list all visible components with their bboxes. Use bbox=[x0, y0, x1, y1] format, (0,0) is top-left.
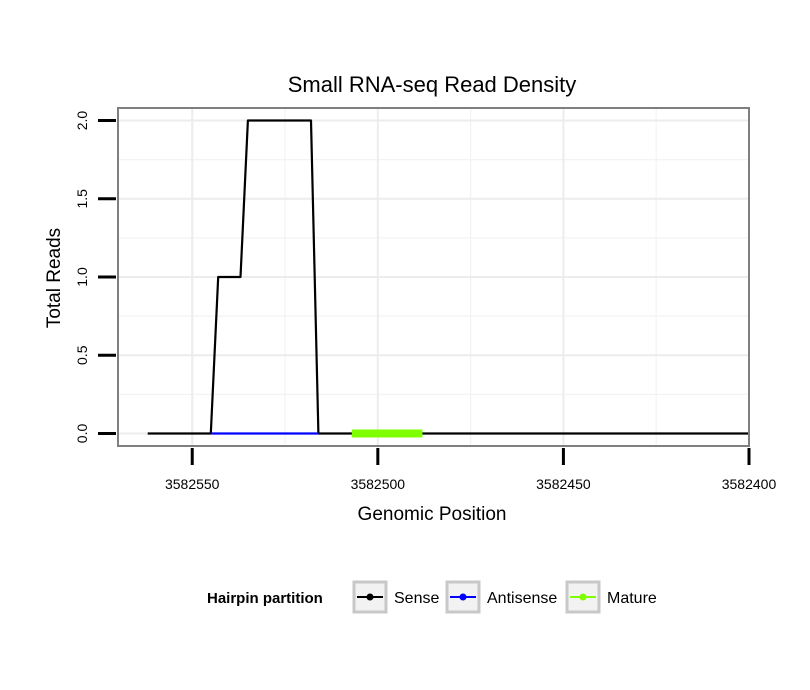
plot-panel bbox=[117, 107, 750, 447]
x-tick-label: 3582400 bbox=[722, 476, 777, 492]
x-tick-label: 3582450 bbox=[536, 476, 591, 492]
x-axis-label: Genomic Position bbox=[358, 504, 507, 525]
y-tick-label: 0.5 bbox=[74, 345, 90, 365]
legend-label: Sense bbox=[394, 590, 439, 607]
legend-item-sense: Sense bbox=[352, 580, 439, 614]
chart-title: Small RNA-seq Read Density bbox=[288, 72, 577, 97]
legend-label: Antisense bbox=[487, 590, 557, 607]
y-tick-label: 2.0 bbox=[74, 111, 90, 131]
legend-item-mature: Mature bbox=[565, 580, 657, 614]
y-tick-label: 1.5 bbox=[74, 189, 90, 209]
x-tick-label: 3582500 bbox=[351, 476, 406, 492]
series-layer bbox=[147, 119, 749, 438]
x-tick-label: 3582550 bbox=[165, 476, 220, 492]
y-axis-label: Total Reads bbox=[44, 228, 65, 328]
legend-item-antisense: Antisense bbox=[445, 580, 557, 614]
x-axis: 3582550 3582500 3582450 3582400 bbox=[165, 448, 776, 492]
plot-border bbox=[117, 107, 750, 447]
legend-key-point bbox=[459, 593, 467, 601]
legend-key-point bbox=[366, 593, 374, 601]
legend-items: Sense Antisense Mature bbox=[352, 580, 657, 614]
legend-key-point bbox=[579, 593, 587, 601]
legend-label: Mature bbox=[607, 590, 657, 607]
legend: Hairpin partition Sense Antisense Mature bbox=[207, 580, 657, 614]
series-line-sense bbox=[147, 119, 749, 435]
legend-title: Hairpin partition bbox=[207, 590, 323, 607]
y-axis: 0.0 0.5 1.0 1.5 2.0 bbox=[74, 111, 116, 444]
y-tick-label: 0.0 bbox=[74, 424, 90, 444]
y-tick-label: 1.0 bbox=[74, 267, 90, 287]
